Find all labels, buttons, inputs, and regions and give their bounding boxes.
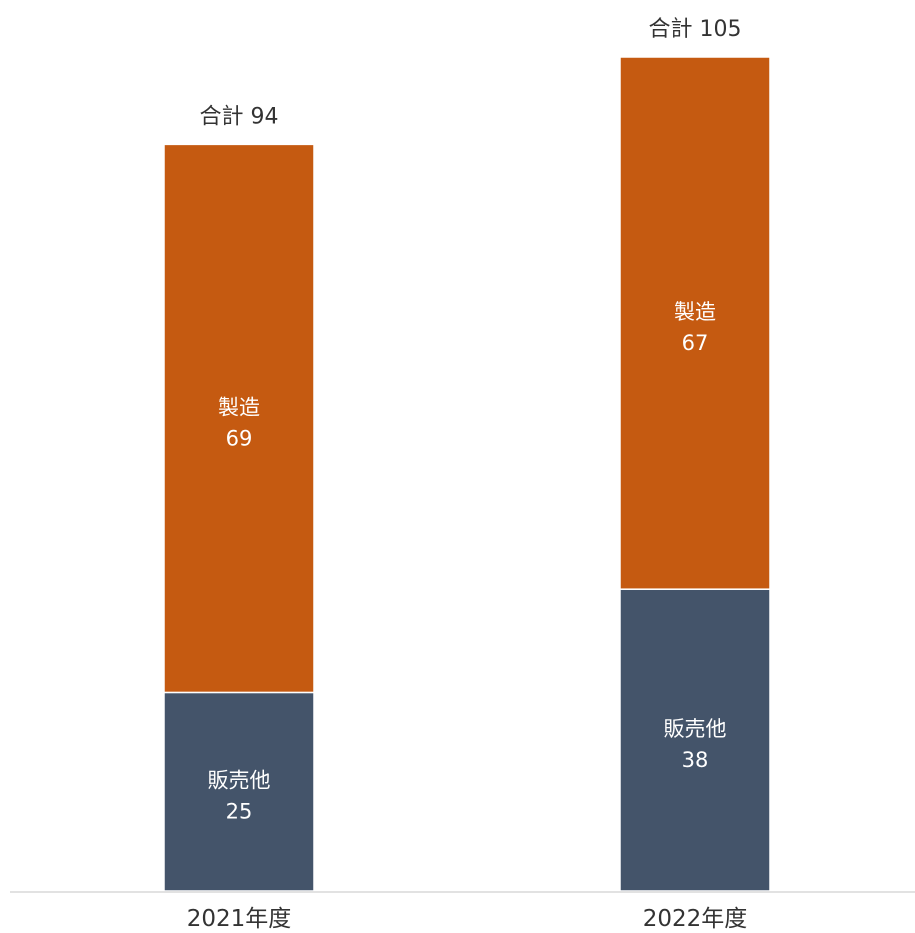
x-tick-label: 2021年度 (187, 906, 292, 932)
bars-group (163, 56, 771, 892)
total-label: 合計 94 (200, 104, 279, 129)
segment-value-label: 69 (226, 426, 253, 450)
bar-segment-0-0 (163, 691, 315, 892)
segment-name-label: 製造 (674, 300, 716, 324)
segment-value-label: 67 (682, 331, 709, 355)
bar-segment-1-1 (619, 56, 771, 590)
segment-name-label: 販売他 (664, 717, 727, 741)
segment-value-label: 38 (682, 748, 709, 772)
segment-name-label: 製造 (218, 395, 260, 419)
segment-value-label: 25 (226, 800, 253, 824)
total-label: 合計 105 (649, 17, 742, 42)
x-tick-label: 2022年度 (643, 906, 748, 932)
segment-name-label: 販売他 (208, 769, 271, 793)
bar-segment-1-0 (163, 143, 315, 694)
